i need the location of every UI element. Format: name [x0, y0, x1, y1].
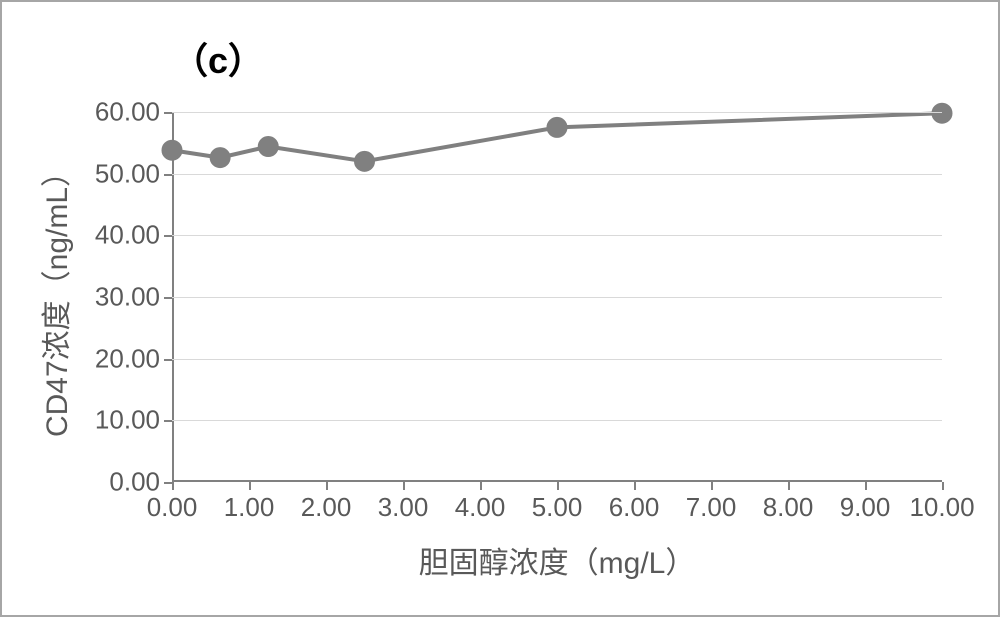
x-tick — [942, 482, 944, 490]
y-tick-label: 50.00 — [95, 158, 160, 189]
gridline — [172, 235, 942, 236]
plot-area: 0.0010.0020.0030.0040.0050.0060.000.001.… — [172, 112, 942, 482]
panel-label: （c） — [172, 32, 264, 84]
gridline — [172, 112, 942, 113]
y-tick-label: 20.00 — [95, 343, 160, 374]
x-tick-label: 4.00 — [455, 492, 506, 523]
x-tick — [480, 482, 482, 490]
x-axis-title: 胆固醇浓度（mg/L） — [419, 538, 696, 582]
y-tick-label: 30.00 — [95, 282, 160, 313]
x-tick-label: 1.00 — [224, 492, 275, 523]
y-tick-label: 60.00 — [95, 97, 160, 128]
gridline — [172, 420, 942, 421]
y-tick — [164, 359, 172, 361]
gridline — [172, 359, 942, 360]
x-tick — [172, 482, 174, 490]
x-tick — [557, 482, 559, 490]
x-tick-label: 8.00 — [763, 492, 814, 523]
y-tick-label: 40.00 — [95, 220, 160, 251]
data-point — [355, 151, 375, 171]
x-tick — [403, 482, 405, 490]
x-tick-label: 10.00 — [909, 492, 974, 523]
y-axis-title: CD47浓度（ng/mL） — [32, 157, 76, 437]
y-tick — [164, 112, 172, 114]
x-tick — [865, 482, 867, 490]
data-point — [932, 103, 952, 123]
y-tick-label: 10.00 — [95, 405, 160, 436]
data-point — [210, 148, 230, 168]
x-tick-label: 0.00 — [147, 492, 198, 523]
chart-frame: （c） 0.0010.0020.0030.0040.0050.0060.000.… — [0, 0, 1000, 617]
x-tick — [326, 482, 328, 490]
x-tick — [634, 482, 636, 490]
data-point — [547, 117, 567, 137]
x-tick-label: 6.00 — [609, 492, 660, 523]
x-tick-label: 5.00 — [532, 492, 583, 523]
y-tick — [164, 235, 172, 237]
x-tick-label: 3.00 — [378, 492, 429, 523]
data-point — [162, 140, 182, 160]
x-tick — [788, 482, 790, 490]
y-tick — [164, 482, 172, 484]
gridline — [172, 297, 942, 298]
x-tick-label: 2.00 — [301, 492, 352, 523]
x-tick-label: 7.00 — [686, 492, 737, 523]
data-point — [258, 137, 278, 157]
chart-container: （c） 0.0010.0020.0030.0040.0050.0060.000.… — [12, 12, 988, 605]
x-tick — [249, 482, 251, 490]
gridline — [172, 174, 942, 175]
y-tick — [164, 420, 172, 422]
x-tick-label: 9.00 — [840, 492, 891, 523]
y-tick — [164, 174, 172, 176]
x-tick — [711, 482, 713, 490]
y-tick — [164, 297, 172, 299]
